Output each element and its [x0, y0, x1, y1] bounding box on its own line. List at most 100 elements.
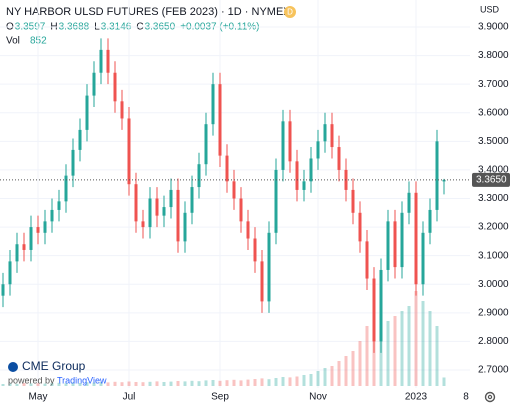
volume-label: Vol [6, 36, 20, 47]
volume-bar [239, 380, 243, 386]
candle-body [85, 95, 89, 130]
volume-bar [197, 381, 201, 386]
volume-bar [57, 382, 61, 386]
candle-body [393, 221, 397, 268]
y-tick-label: 3.6000 [478, 107, 509, 118]
volume-bar [421, 301, 425, 386]
candle-body [330, 124, 334, 148]
x-tick-label: May [29, 392, 48, 403]
volume-value: 852 [30, 36, 47, 47]
candle-body [309, 158, 313, 182]
settings-icon[interactable] [484, 391, 496, 403]
y-tick-label: 3.5000 [478, 136, 509, 147]
candle-body [239, 198, 243, 222]
y-tick-label: 3.0000 [478, 279, 509, 290]
volume-bar [155, 381, 159, 386]
candle-body [78, 129, 82, 150]
candle-body [127, 118, 131, 185]
last-price-box [472, 172, 510, 187]
candle-body [267, 232, 271, 302]
y-tick-label: 3.2000 [478, 222, 509, 233]
logo-mark [8, 362, 18, 372]
candle-body [400, 212, 404, 268]
volume-bar [428, 311, 432, 386]
candle-body [232, 181, 236, 199]
candle-body [92, 72, 96, 96]
volume-bar [176, 381, 180, 386]
x-tick-label: Sep [211, 392, 229, 403]
candle-body [407, 192, 411, 213]
volume-bar [274, 378, 278, 386]
volume-bar [246, 379, 250, 386]
candle-body [155, 198, 159, 216]
candle-body [162, 207, 166, 216]
candle-body [316, 141, 320, 159]
y-tick-label: 2.7000 [478, 365, 509, 376]
volume-bar [204, 380, 208, 386]
candle-body [281, 121, 285, 170]
volume-bar [267, 379, 271, 386]
volume-bar [211, 380, 215, 386]
volume-bar [400, 311, 404, 386]
candle-body [225, 155, 229, 182]
y-tick-label: 2.8000 [478, 336, 509, 347]
candle-body [337, 147, 341, 170]
volume-bar [190, 380, 194, 386]
candle-body [50, 209, 54, 222]
volume-bar [323, 368, 327, 386]
volume-bar [232, 379, 236, 386]
volume-bar [36, 383, 40, 386]
volume-bar [260, 378, 264, 386]
volume-bar [8, 383, 12, 386]
candle-body [64, 175, 68, 202]
candle-body [197, 164, 201, 188]
candle-body [379, 269, 383, 342]
volume-bar [78, 383, 82, 386]
volume-bar [281, 377, 285, 386]
candle-body [211, 84, 215, 125]
candle-body [134, 184, 138, 222]
volume-bar [407, 306, 411, 386]
powered-brand: TradingView [57, 375, 107, 385]
volume-bar [50, 383, 54, 386]
volume-bar [29, 383, 33, 386]
logo: CME Group powered by TradingView [8, 359, 107, 385]
candle-body [204, 124, 208, 165]
candle-body [183, 212, 187, 242]
candle-body [442, 179, 446, 182]
candle-body [36, 227, 40, 233]
corner-control[interactable]: 8 [463, 392, 469, 403]
candle-body [302, 181, 306, 190]
y-tick-label: 3.8000 [478, 50, 509, 61]
volume-bar [225, 380, 229, 386]
y-tick-label: 3.7000 [478, 79, 509, 90]
volume-bar [106, 382, 110, 386]
volume-bar [288, 377, 292, 386]
volume-bar [337, 361, 341, 386]
y-tick-label: 3.3000 [478, 193, 509, 204]
volume-bar [365, 326, 369, 386]
volume-bar [351, 351, 355, 386]
y-tick-label: 3.1000 [478, 250, 509, 261]
candle-body [323, 124, 327, 142]
candles [1, 38, 446, 353]
volume-bar [43, 383, 47, 386]
candle-body [148, 198, 152, 228]
candle-body [365, 241, 369, 279]
candle-body [99, 49, 103, 73]
volume-bar [330, 366, 334, 386]
candle-body [260, 261, 264, 302]
candle-body [218, 84, 222, 156]
last-price-label: 3.3650 [476, 175, 507, 186]
candle-body [190, 187, 194, 213]
candle-body [428, 209, 432, 233]
volume-bar [120, 382, 124, 386]
volume-bar [1, 384, 5, 386]
candle-body [106, 49, 110, 73]
candle-body [29, 227, 33, 250]
candle-body [176, 189, 180, 242]
badge: D [287, 8, 293, 17]
volume-bar [64, 383, 68, 386]
